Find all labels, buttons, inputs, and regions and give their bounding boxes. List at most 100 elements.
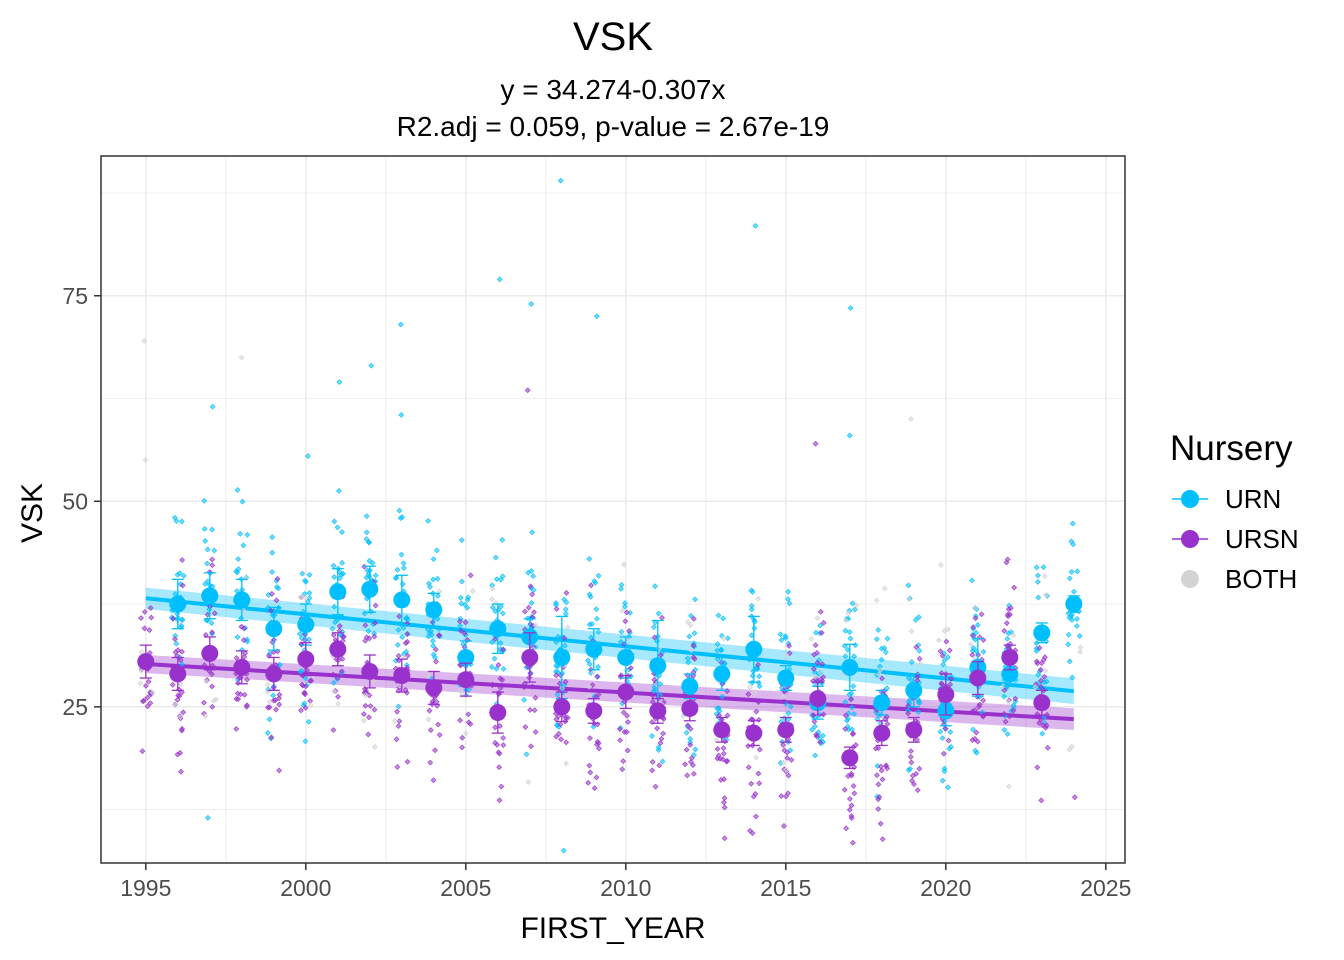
raw-point-urn (491, 655, 498, 662)
raw-point-ursn (940, 750, 947, 757)
raw-point-ursn (563, 589, 570, 596)
raw-point-ursn (627, 665, 634, 672)
mean-point-ursn (1033, 694, 1051, 712)
raw-point-ursn (201, 662, 208, 669)
raw-point-both (905, 596, 912, 603)
raw-point-urn (973, 629, 980, 636)
raw-point-urn (399, 634, 406, 641)
raw-point-ursn (1003, 620, 1010, 627)
raw-point-ursn (465, 719, 472, 726)
raw-point-ursn (755, 661, 762, 668)
raw-point-urn (334, 617, 341, 624)
raw-point-ursn (244, 676, 250, 683)
raw-point-both (137, 680, 144, 687)
raw-point-ursn (943, 638, 950, 645)
raw-point-ursn (302, 683, 309, 690)
raw-point-ursn (553, 672, 560, 679)
raw-point-both (1043, 591, 1050, 598)
outlier-point (560, 847, 567, 854)
raw-point-ursn (689, 762, 696, 769)
raw-point-urn (884, 635, 891, 642)
raw-point-ursn (817, 739, 824, 746)
raw-point-urn (1074, 568, 1081, 575)
raw-point-ursn (144, 703, 151, 710)
raw-point-urn (907, 765, 914, 772)
raw-point-ursn (273, 706, 279, 713)
raw-point-both (462, 730, 469, 737)
raw-point-urn (915, 614, 922, 621)
raw-point-ursn (1011, 584, 1018, 591)
raw-point-ursn (875, 781, 882, 788)
raw-point-urn (980, 648, 987, 655)
raw-point-ursn (330, 727, 337, 733)
raw-point-urn (1001, 693, 1008, 700)
raw-point-urn (948, 743, 954, 750)
raw-point-urn (875, 627, 882, 633)
raw-point-ursn (404, 652, 411, 659)
raw-point-both (619, 607, 626, 614)
raw-point-urn (465, 594, 472, 601)
raw-point-ursn (330, 632, 337, 638)
mean-points (137, 565, 1083, 770)
raw-point-ursn (178, 768, 184, 775)
raw-point-ursn (139, 698, 146, 705)
raw-point-ursn (879, 776, 886, 783)
fit-ribbons (145, 587, 1074, 730)
raw-point-urn (786, 600, 793, 607)
raw-point-ursn (1001, 627, 1008, 634)
raw-point-urn (563, 599, 570, 606)
raw-point-urn (178, 624, 184, 631)
raw-point-ursn (690, 672, 697, 679)
raw-point-ursn (690, 770, 697, 777)
raw-point-ursn (174, 751, 181, 758)
mean-point-ursn (873, 724, 891, 742)
raw-point-ursn (330, 671, 337, 678)
chart-title: VSK (573, 15, 653, 59)
raw-point-urn (688, 612, 694, 619)
raw-point-urn (1065, 641, 1072, 648)
raw-point-both (783, 766, 790, 773)
raw-point-urn (275, 585, 282, 592)
outlier-point (209, 403, 216, 410)
mean-point-ursn (809, 690, 827, 708)
raw-point-ursn (427, 759, 434, 766)
mean-point-ursn (489, 704, 507, 722)
raw-point-urn (684, 655, 691, 662)
raw-point-ursn (495, 662, 502, 668)
raw-point-urn (756, 673, 763, 680)
raw-point-ursn (1042, 724, 1049, 731)
outlier-point (1071, 794, 1078, 801)
raw-point-ursn (975, 703, 982, 710)
raw-point-ursn (200, 699, 207, 706)
raw-point-both (1000, 683, 1007, 689)
raw-point-urn (1001, 726, 1008, 733)
raw-point-ursn (657, 740, 664, 747)
raw-point-ursn (456, 618, 463, 625)
raw-point-ursn (585, 779, 592, 786)
raw-point-ursn (558, 736, 565, 743)
raw-point-urn (306, 571, 313, 578)
raw-point-urn (201, 525, 208, 532)
raw-point-urn (649, 733, 655, 739)
raw-point-urn (584, 657, 591, 664)
raw-point-urn (587, 593, 594, 600)
legend-key-ursn (1181, 530, 1199, 548)
raw-point-ursn (1041, 673, 1048, 680)
raw-point-ursn (171, 636, 178, 643)
raw-point-urn (1041, 714, 1048, 721)
raw-point-ursn (170, 615, 177, 622)
raw-point-urn (651, 686, 658, 693)
raw-point-urn (812, 752, 819, 759)
raw-point-ursn (148, 614, 155, 621)
raw-point-urn (395, 626, 402, 633)
raw-point-ursn (457, 717, 464, 724)
chart-subtitle-equation: y = 34.274-0.307x (501, 74, 726, 105)
raw-point-urn (492, 554, 499, 561)
raw-point-ursn (937, 648, 944, 655)
raw-point-ursn (144, 694, 151, 701)
raw-point-ursn (911, 781, 917, 788)
raw-point-ursn (617, 737, 624, 744)
raw-point-ursn (591, 785, 598, 792)
raw-point-ursn (684, 722, 691, 729)
